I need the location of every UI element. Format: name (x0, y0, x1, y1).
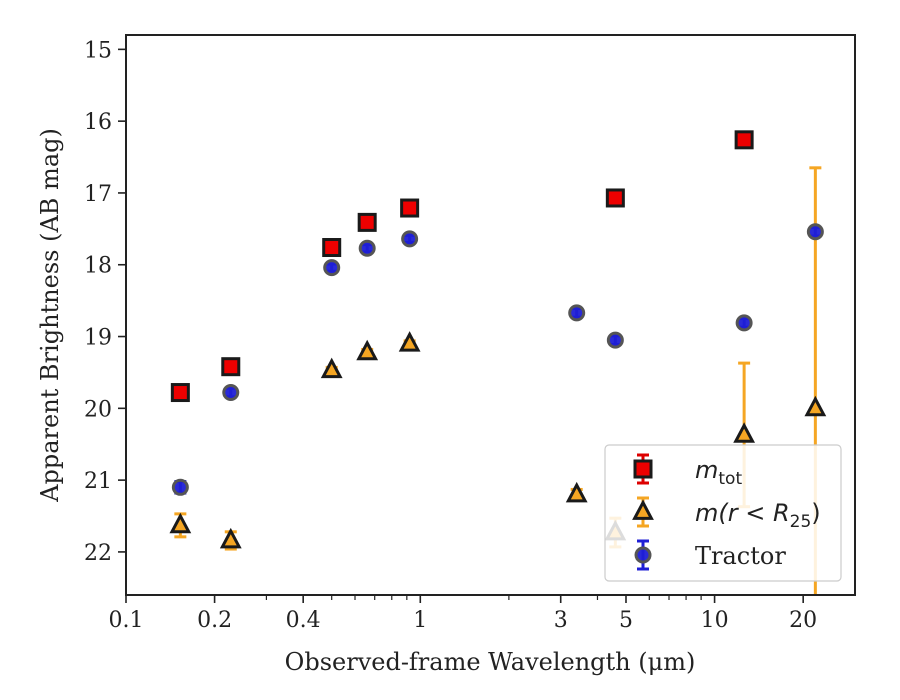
legend-marker (634, 546, 652, 564)
legend-item: m(r < R25) (632, 496, 821, 532)
y-axis-ticks: 15 16 17 18 19 20 21 22 (84, 38, 126, 566)
data-point (568, 304, 586, 322)
data-point (356, 339, 379, 361)
data-point (733, 422, 756, 443)
x-tick-label: 0.4 (286, 608, 321, 633)
y-tick-label: 15 (84, 38, 112, 63)
x-tick-label: 0.1 (109, 608, 144, 633)
y-tick-label: 22 (84, 541, 112, 566)
x-tick-label: 10 (701, 608, 729, 633)
y-tick-label: 20 (84, 397, 112, 422)
legend-label-main: m(r < R (695, 499, 790, 527)
legend-item: mtot (633, 453, 742, 489)
legend-item: Tractor (634, 539, 786, 571)
data-point (734, 130, 754, 150)
data-point (804, 395, 827, 417)
legend-label-main: m (695, 456, 718, 484)
data-point (605, 188, 625, 208)
y-tick-label: 19 (84, 326, 112, 351)
data-point (806, 223, 824, 241)
x-tick-label: 0.2 (197, 608, 232, 633)
x-tick-label: 3 (554, 608, 568, 633)
plot-frame (125, 34, 856, 596)
data-point (401, 230, 419, 248)
y-tick-label: 16 (84, 110, 112, 135)
data-point (400, 198, 420, 218)
y-tick-label: 18 (84, 254, 112, 279)
data-point (565, 481, 588, 503)
x-axis-ticks: 0.1 0.2 0.4 1 3 5 10 20 (109, 595, 817, 633)
legend-label: m(r < R25) (695, 499, 821, 532)
data-point (322, 238, 342, 258)
legend-marker (633, 459, 653, 479)
legend-label-sub: 25 (790, 512, 812, 532)
data-point (169, 512, 192, 534)
data-point (735, 314, 753, 332)
legend-label: Tractor (695, 542, 786, 570)
legend-marker (632, 499, 654, 520)
y-axis-title: Apparent Brightness (AB mag) (36, 128, 64, 503)
legend-box (604, 444, 842, 582)
y-tick-label: 21 (84, 469, 112, 494)
data-point (219, 527, 242, 549)
x-axis-title: Observed-frame Wavelength (μm) (285, 648, 696, 676)
series-square (170, 130, 754, 403)
data-point (221, 357, 241, 377)
data-point (606, 331, 624, 349)
data-marks (169, 130, 827, 595)
x-tick-label: 20 (789, 608, 817, 633)
data-point (320, 357, 343, 379)
legend-label: mtot (695, 456, 742, 489)
data-point (358, 239, 376, 257)
legend-label-tail: ) (811, 499, 820, 527)
legend-label-sub: tot (718, 469, 742, 489)
data-point (170, 383, 190, 403)
data-point (398, 331, 421, 352)
series-circle (171, 223, 824, 496)
legend: mtot m(r < R25) Tractor (604, 444, 842, 582)
data-point (171, 478, 189, 496)
x-tick-label: 5 (619, 608, 633, 633)
data-point (222, 384, 240, 402)
y-tick-label: 17 (84, 182, 112, 207)
data-point (323, 259, 341, 277)
x-tick-label: 1 (413, 608, 427, 633)
data-point (357, 212, 377, 232)
